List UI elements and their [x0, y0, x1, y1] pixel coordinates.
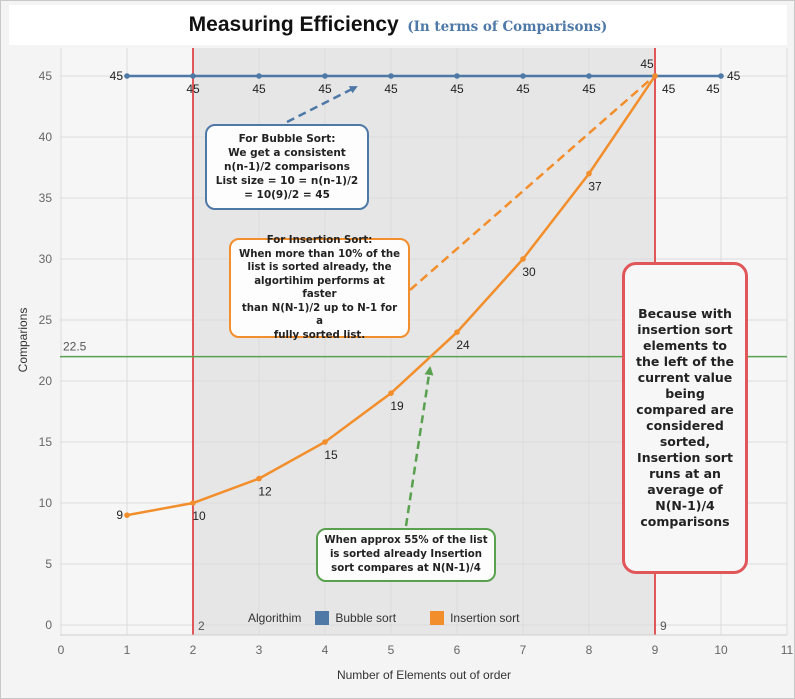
point-bubble-1 [124, 73, 130, 79]
insertion-swatch [430, 611, 445, 625]
y-tick-label-5: 5 [45, 557, 52, 571]
x-tick-label-7: 7 [520, 643, 527, 657]
point-insertion-5 [388, 390, 394, 397]
data-label-bubble-10: 45 [706, 82, 720, 96]
data-label-bubble-8: 45 [582, 82, 596, 96]
y-tick-label-15: 15 [39, 435, 53, 449]
data-label-bubble-3: 45 [252, 82, 266, 96]
fifty-five-note-connector [404, 366, 434, 527]
x-axis-title: Number of Elements out of order [337, 668, 511, 682]
legend-label-bubble: Bubble sort [335, 611, 397, 625]
average-case-note: Because with insertion sort elements to … [622, 262, 748, 574]
x-tick-label-11: 11 [781, 643, 794, 657]
data-label-insertion-3: 12 [258, 485, 272, 499]
legend-item-insertion[interactable]: Insertion sort [430, 611, 519, 625]
point-insertion-9 [652, 73, 658, 79]
y-tick-label-20: 20 [39, 374, 53, 388]
x-tick-label-4: 4 [322, 643, 329, 657]
point-insertion-3 [256, 475, 262, 482]
y-tick-label-0: 0 [45, 618, 52, 632]
point-bubble-4 [322, 73, 328, 79]
y-tick-label-10: 10 [39, 496, 53, 510]
data-label-bubble-end: 45 [727, 69, 741, 83]
data-label-insertion-8: 37 [588, 180, 602, 194]
point-bubble-2 [190, 73, 196, 79]
chart-title-bar: Measuring Efficiency (In terms of Compar… [9, 5, 787, 45]
data-label-bubble-7: 45 [516, 82, 530, 96]
y-tick-label-30: 30 [39, 252, 53, 266]
y-tick-label-35: 35 [39, 191, 53, 205]
data-label-bubble-5: 45 [384, 82, 398, 96]
point-insertion-2 [190, 500, 196, 506]
chart-subtitle: (In terms of Comparisons) [407, 19, 608, 35]
point-insertion-4 [322, 439, 328, 445]
data-label-insertion-7: 30 [522, 265, 536, 279]
y-axis-title: Comparions [16, 308, 30, 373]
point-insertion-1 [124, 512, 130, 518]
point-bubble-5 [388, 73, 394, 79]
data-label-insertion-6: 24 [456, 338, 470, 352]
point-bubble-8 [586, 73, 592, 79]
legend: Algorithim Bubble sort Insertion sort [248, 609, 553, 627]
x-tick-label-3: 3 [256, 643, 263, 657]
x-tick-label-10: 10 [714, 643, 728, 657]
x-tick-label-0: 0 [58, 643, 65, 657]
point-insertion-7 [520, 256, 526, 262]
data-label-bubble-2: 45 [186, 82, 200, 96]
x-tick-label-2: 2 [190, 643, 197, 657]
bubble-swatch [315, 611, 330, 625]
point-insertion-8 [586, 170, 592, 177]
point-bubble-6 [454, 73, 460, 79]
data-label-insertion-4: 15 [324, 448, 338, 462]
ref-label-y: 22.5 [63, 340, 87, 354]
y-tick-label-25: 25 [39, 313, 53, 327]
legend-title: Algorithim [248, 611, 302, 625]
fifty-five-percent-note: When approx 55% of the list is sorted al… [316, 528, 496, 582]
data-label-bubble-4: 45 [318, 82, 332, 96]
point-insertion-6 [454, 329, 460, 336]
legend-item-bubble[interactable]: Bubble sort [315, 611, 396, 625]
data-label-bubble-6: 45 [450, 82, 464, 96]
data-label-bubble-1: 45 [110, 69, 124, 83]
x-tick-label-5: 5 [388, 643, 395, 657]
data-label-insertion-5: 19 [390, 399, 404, 413]
point-bubble-10 [718, 73, 724, 79]
legend-label-insertion: Insertion sort [450, 611, 520, 625]
insertion-sort-note: For Insertion Sort: When more than 10% o… [229, 235, 410, 341]
x-tick-label-9: 9 [652, 643, 659, 657]
ref-label-x-2: 2 [198, 619, 205, 633]
chart-title: Measuring Efficiency [188, 13, 399, 36]
data-label-insertion-1: 9 [116, 508, 123, 522]
point-bubble-3 [256, 73, 262, 79]
point-bubble-7 [520, 73, 526, 79]
data-label-insertion-2: 10 [192, 509, 206, 523]
y-tick-label-40: 40 [39, 130, 53, 144]
data-label-bubble-9: 45 [662, 82, 676, 96]
y-tick-label-45: 45 [39, 69, 53, 83]
bubble-sort-note: For Bubble Sort: We get a consistent n(n… [205, 124, 369, 210]
insertion-note-connector [409, 78, 652, 291]
x-tick-label-6: 6 [454, 643, 461, 657]
x-tick-label-1: 1 [124, 643, 131, 657]
ref-label-x-9: 9 [660, 619, 667, 633]
x-tick-label-8: 8 [586, 643, 593, 657]
data-label-insertion-9: 45 [640, 57, 654, 71]
